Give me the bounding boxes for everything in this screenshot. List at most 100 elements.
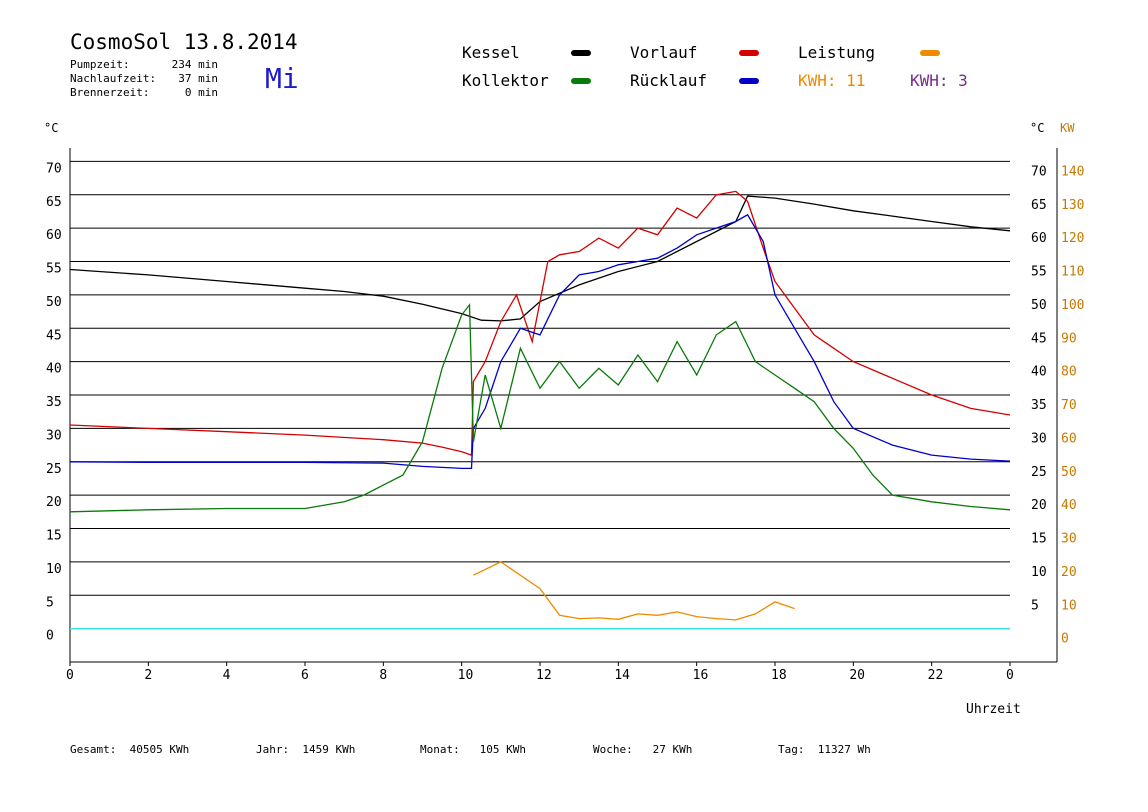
y-tick-label-left: 25 [46, 462, 62, 477]
x-tick-label: 8 [379, 668, 387, 683]
legend-vorlauf-swatch [739, 50, 759, 56]
stat-label: Pumpzeit: [70, 58, 130, 71]
y-tick-label-right-kw: 60 [1061, 431, 1077, 446]
x-tick-label: 10 [458, 668, 474, 683]
y-tick-label-right-c: 65 [1031, 198, 1047, 213]
y-tick-label-right-kw: 40 [1061, 498, 1077, 513]
legend-kessel-swatch [571, 50, 591, 56]
legend-kessel-label: Kessel [462, 43, 520, 62]
legend-leistung-swatch [920, 50, 940, 56]
stat-label: Brennerzeit: [70, 86, 150, 99]
series-line-vorlauf [69, 190, 1011, 457]
footer-value: 40505 KWh [129, 743, 190, 756]
footer-label: Gesamt: [70, 743, 117, 756]
x-tick-label: 12 [536, 668, 552, 683]
stat-pumpzeit: Pumpzeit: 234 min [70, 58, 218, 72]
footer-monat: Monat: 105 KWh [420, 743, 526, 756]
footer-value: 1459 KWh [302, 743, 356, 756]
y-tick-label-left: 0 [46, 629, 54, 644]
y-tick-label-left: 65 [46, 195, 62, 210]
x-tick-label: 22 [928, 668, 944, 683]
stat-value: 37 min [178, 72, 218, 85]
y-tick-label-right-c: 40 [1031, 365, 1047, 380]
x-axis-label: Uhrzeit [966, 702, 1021, 717]
y-tick-label-right-kw: 120 [1061, 231, 1084, 246]
footer-label: Woche: [593, 743, 633, 756]
x-tick-label: 6 [301, 668, 309, 683]
right-axis-unit-kw: KW [1060, 121, 1075, 135]
y-tick-label-left: 45 [46, 328, 62, 343]
footer-label: Jahr: [256, 743, 290, 756]
footer-value: 11327 Wh [817, 743, 871, 756]
y-tick-label-right-kw: 20 [1061, 565, 1077, 580]
x-tick-label: 20 [849, 668, 865, 683]
y-tick-label-right-c: 25 [1031, 465, 1047, 480]
footer-value: 105 KWh [479, 743, 526, 756]
y-tick-label-left: 35 [46, 395, 62, 410]
y-tick-label-right-kw: 100 [1061, 298, 1084, 313]
y-tick-label-right-kw: 50 [1061, 465, 1077, 480]
x-tick-label: 2 [144, 668, 152, 683]
series-lines [69, 190, 1011, 630]
y-tick-label-right-kw: 140 [1061, 164, 1084, 179]
x-tick-label: 16 [693, 668, 709, 683]
footer-value: 27 KWh [652, 743, 693, 756]
y-tick-label-right-c: 15 [1031, 532, 1047, 547]
stat-value: 0 min [184, 86, 218, 99]
series-line-kollektor [69, 303, 1011, 513]
y-tick-label-left: 15 [46, 529, 62, 544]
stat-brennerzeit: Brennerzeit: 0 min [70, 86, 218, 100]
y-tick-label-right-c: 50 [1031, 298, 1047, 313]
x-tick-label: 14 [614, 668, 630, 683]
legend-ruecklauf-swatch [739, 78, 759, 84]
y-tick-label-left: 40 [46, 362, 62, 377]
series-line-kessel [69, 195, 1011, 322]
series-line-ruecklauf [69, 213, 1011, 470]
y-tick-label-left: 70 [46, 161, 62, 176]
y-tick-label-right-kw: 130 [1061, 198, 1084, 213]
x-tick-label: 4 [223, 668, 231, 683]
y-tick-label-right-kw: 80 [1061, 365, 1077, 380]
y-tick-label-left: 10 [46, 562, 62, 577]
footer-label: Monat: [420, 743, 460, 756]
footer-gesamt: Gesamt: 40505 KWh [70, 743, 189, 756]
legend-kollektor-swatch [571, 78, 591, 84]
footer-woche: Woche: 27 KWh [593, 743, 692, 756]
x-tick-label: 0 [1006, 668, 1014, 683]
y-tick-label-right-kw: 110 [1061, 265, 1084, 280]
left-axis-unit: °C [44, 121, 59, 135]
y-tick-label-right-c: 55 [1031, 265, 1047, 280]
footer-jahr: Jahr: 1459 KWh [256, 743, 355, 756]
y-tick-label-right-c: 20 [1031, 498, 1047, 513]
y-tick-label-right-kw: 70 [1061, 398, 1077, 413]
chart-title: CosmoSol 13.8.2014 [70, 30, 298, 54]
y-tick-label-right-c: 30 [1031, 431, 1047, 446]
tick-labels: 0510152025303540455055606570510152025303… [46, 161, 1084, 683]
footer-label: Tag: [778, 743, 805, 756]
y-tick-label-left: 55 [46, 262, 62, 277]
stat-nachlaufzeit: Nachlaufzeit: 37 min [70, 72, 218, 86]
x-tick-label: 0 [66, 668, 74, 683]
weekday-label: Mi [265, 62, 299, 95]
stat-value: 234 min [171, 58, 218, 71]
y-tick-label-right-kw: 90 [1061, 331, 1077, 346]
y-tick-label-right-c: 35 [1031, 398, 1047, 413]
y-tick-label-right-kw: 30 [1061, 532, 1077, 547]
series-line-leistung [473, 561, 795, 621]
y-tick-label-left: 5 [46, 595, 54, 610]
y-tick-label-left: 50 [46, 295, 62, 310]
axes [69, 148, 1058, 666]
stat-label: Nachlaufzeit: [70, 72, 157, 85]
right-axis-unit-c: °C [1030, 121, 1045, 135]
legend-vorlauf-label: Vorlauf [630, 43, 698, 62]
y-tick-label-right-c: 5 [1031, 598, 1039, 613]
y-tick-label-right-kw: 0 [1061, 632, 1069, 647]
x-tick-label: 18 [771, 668, 787, 683]
y-tick-label-right-c: 45 [1031, 331, 1047, 346]
y-tick-label-right-c: 70 [1031, 164, 1047, 179]
y-tick-label-left: 60 [46, 228, 62, 243]
gridlines [70, 160, 1010, 630]
y-tick-label-right-kw: 10 [1061, 598, 1077, 613]
legend-kwh-secondary: KWH: 3 [910, 71, 968, 90]
